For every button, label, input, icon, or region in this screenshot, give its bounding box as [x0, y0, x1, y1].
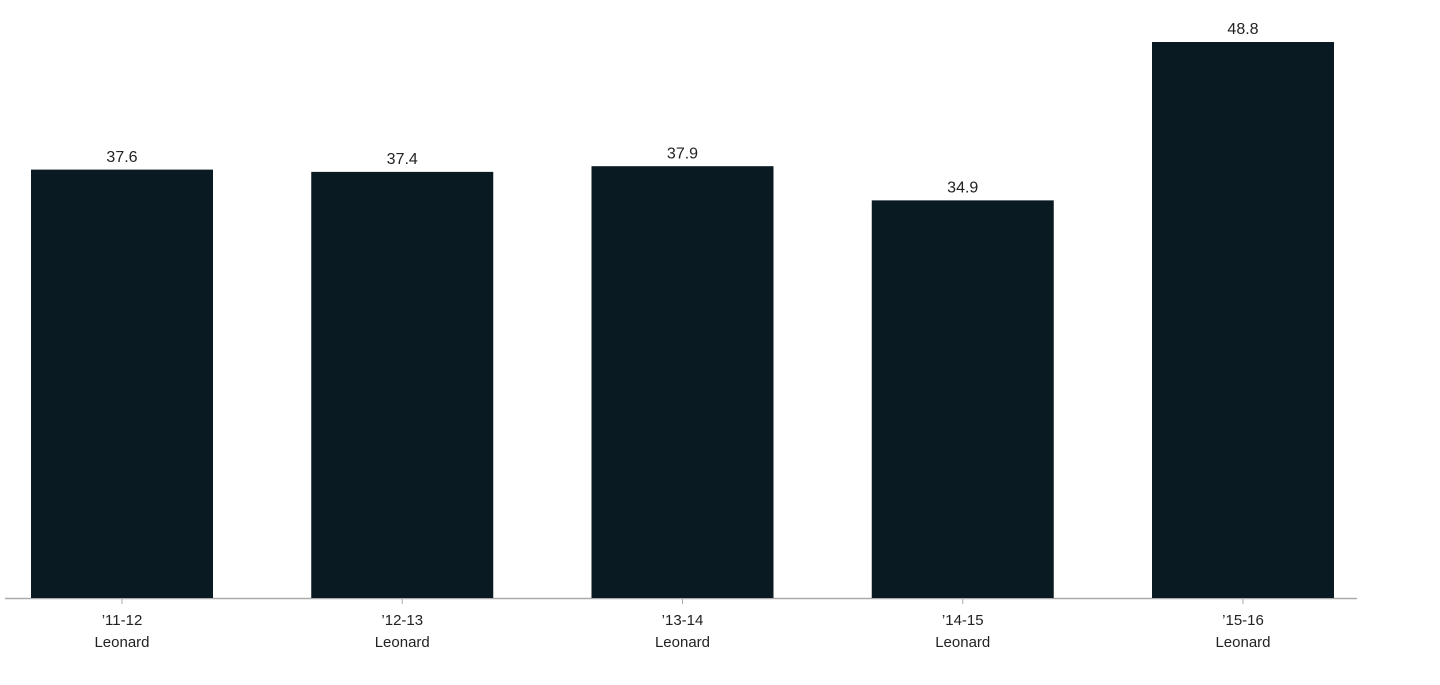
x-tick-label: ’13-14 [662, 612, 704, 629]
x-tick-label: ’12-13 [381, 612, 423, 629]
bar [1152, 42, 1334, 598]
value-label: 37.4 [387, 151, 418, 168]
x-tick-label: ’15-16 [1222, 612, 1264, 629]
value-label: 34.9 [947, 180, 978, 197]
x-tick-label: ’11-12 [102, 612, 143, 629]
bar [871, 200, 1054, 599]
x-tick-label: ’14-15 [942, 612, 984, 629]
x-tick-label: Leonard [94, 634, 149, 651]
value-label: 37.9 [667, 145, 698, 162]
x-tick-label: Leonard [375, 634, 430, 651]
bar [31, 169, 213, 598]
x-tick-label: Leonard [655, 634, 710, 651]
value-label: 37.6 [106, 149, 137, 166]
value-label: 48.8 [1227, 21, 1258, 38]
x-tick-label: Leonard [935, 634, 990, 651]
x-tick-label: Leonard [1215, 634, 1270, 651]
bar [591, 166, 774, 598]
bar [311, 171, 494, 598]
